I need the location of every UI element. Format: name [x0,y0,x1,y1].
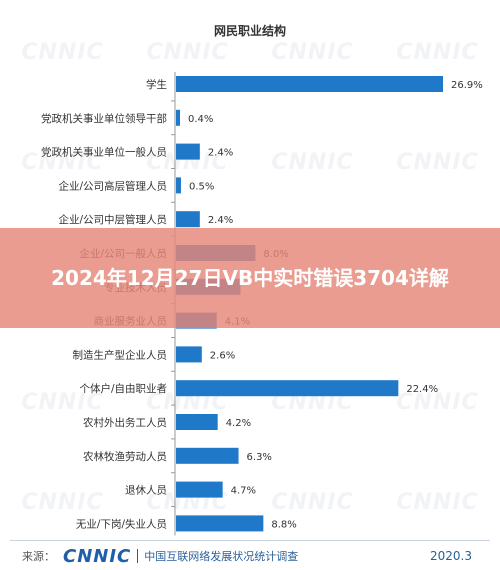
category-label: 党政机关事业单位领导干部 [41,112,167,125]
category-label: 农林牧渔劳动人员 [83,450,167,463]
bar [176,143,200,160]
category-label: 企业/公司中层管理人员 [58,213,167,226]
value-label: 6.3% [247,452,272,463]
value-label: 2.4% [208,215,233,226]
category-label: 党政机关事业单位一般人员 [41,146,167,159]
org-name: 中国互联网络发展状况统计调查 [144,550,299,563]
bar [176,109,180,126]
category-label: 退休人员 [125,485,167,497]
report-date: 2020.3 [430,549,472,563]
headline-overlay: 2024年12月27日VB中实时错误3704详解 [0,228,500,328]
category-label: 企业/公司高层管理人员 [58,179,167,192]
bar [176,515,264,532]
category-label: 无业/下岗/失业人员 [76,517,167,530]
bar [176,414,218,430]
bar [176,177,181,194]
cnnic-logo: CNNIC [63,545,132,567]
bar [176,447,239,464]
value-label: 4.7% [231,486,256,497]
bar [176,380,399,397]
chart-title: 网民职业结构 [213,24,286,38]
bar [176,76,444,92]
value-label: 0.4% [188,114,213,125]
value-label: 8.8% [271,519,296,530]
value-label: 0.5% [189,181,214,192]
source-label: 来源： [22,550,55,563]
bar [176,346,202,363]
headline-text: 2024年12月27日VB中实时错误3704详解 [51,266,449,290]
bar [176,211,200,228]
value-label: 22.4% [406,384,438,395]
footer: 来源： CNNIC 中国互联网络发展状况统计调查 2020.3 [0,545,500,567]
value-label: 2.6% [210,350,235,361]
footer-divider [10,540,490,541]
category-label: 学生 [146,78,167,91]
value-label: 2.4% [208,148,233,159]
category-label: 农村外出务工人员 [83,416,167,429]
logo-separator [137,549,139,563]
bar [176,481,223,498]
value-label: 4.2% [226,418,251,429]
category-label: 制造生产型企业人员 [73,348,168,361]
category-label: 个体户/自由职业者 [79,382,167,395]
value-label: 26.9% [451,80,483,91]
